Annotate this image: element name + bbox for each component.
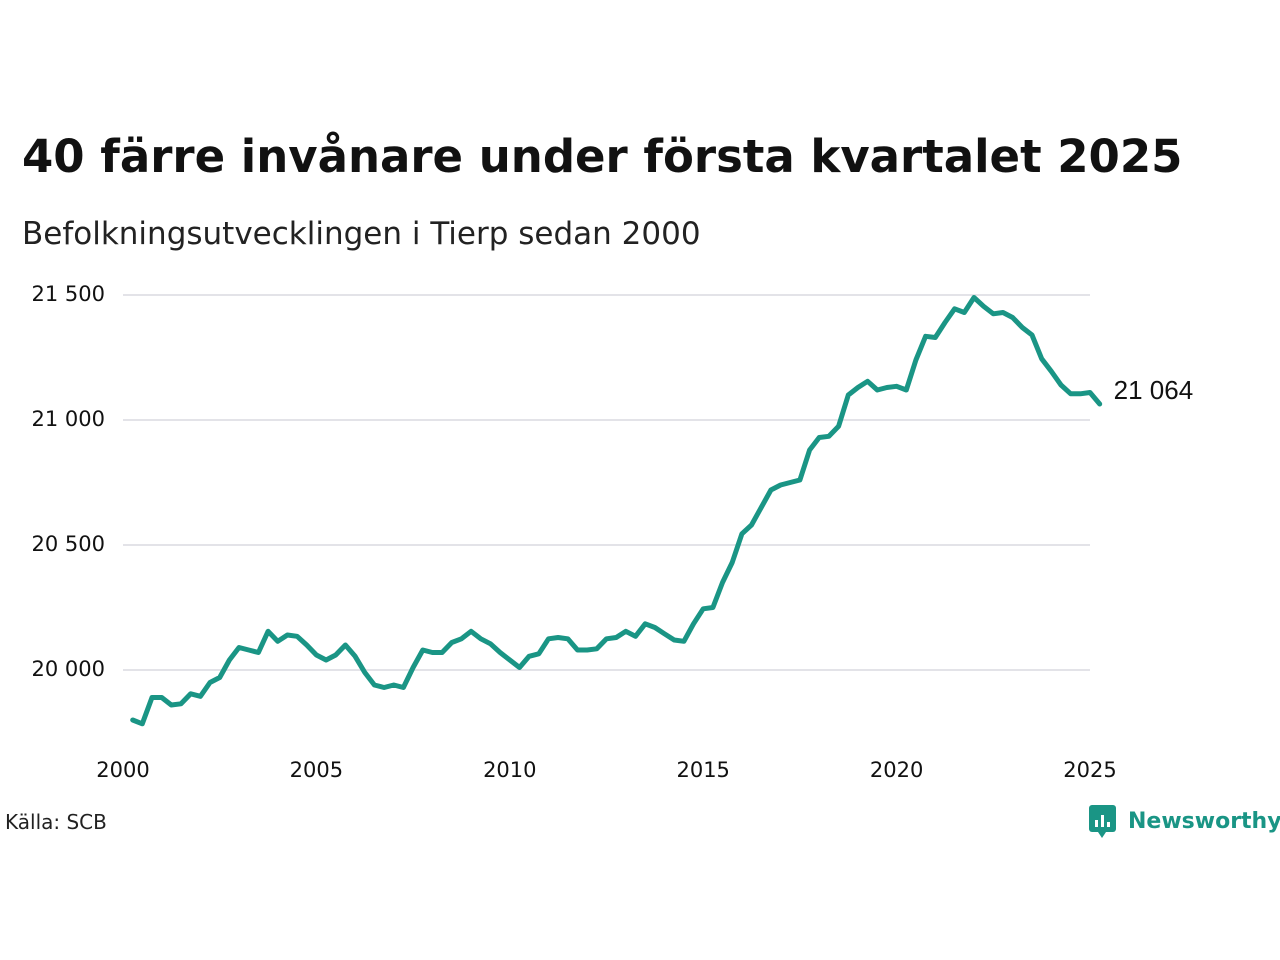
chart-subtitle: Befolkningsutvecklingen i Tierp sedan 20… <box>22 216 701 252</box>
x-tick-label: 2025 <box>1063 758 1116 782</box>
x-tick-label: 2005 <box>290 758 343 782</box>
x-tick-label: 2020 <box>870 758 923 782</box>
y-tick-label: 21 000 <box>32 407 105 431</box>
brand-name: Newsworthy <box>1128 808 1280 834</box>
x-tick-label: 2015 <box>676 758 729 782</box>
y-tick-label: 20 500 <box>32 532 105 556</box>
x-tick-label: 2010 <box>483 758 536 782</box>
newsworthy-logo-icon <box>1089 805 1116 838</box>
brand-logo: Newsworthy <box>1088 803 1280 839</box>
gridlines <box>123 294 1090 671</box>
chart-title: 40 färre invånare under första kvartalet… <box>22 130 1183 183</box>
x-axis-tick-labels: 2000 2005 2010 2015 2020 2025 <box>96 758 1116 782</box>
series-layer <box>130 295 1103 727</box>
source-note: Källa: SCB <box>5 810 107 834</box>
y-tick-label: 20 000 <box>32 657 105 681</box>
end-value-label: 21 064 <box>1114 375 1194 405</box>
population-line <box>130 295 1103 727</box>
y-tick-label: 21 500 <box>32 282 105 306</box>
y-axis-tick-labels: 20 000 20 500 21 000 21 500 <box>32 282 105 681</box>
x-tick-label: 2000 <box>96 758 149 782</box>
